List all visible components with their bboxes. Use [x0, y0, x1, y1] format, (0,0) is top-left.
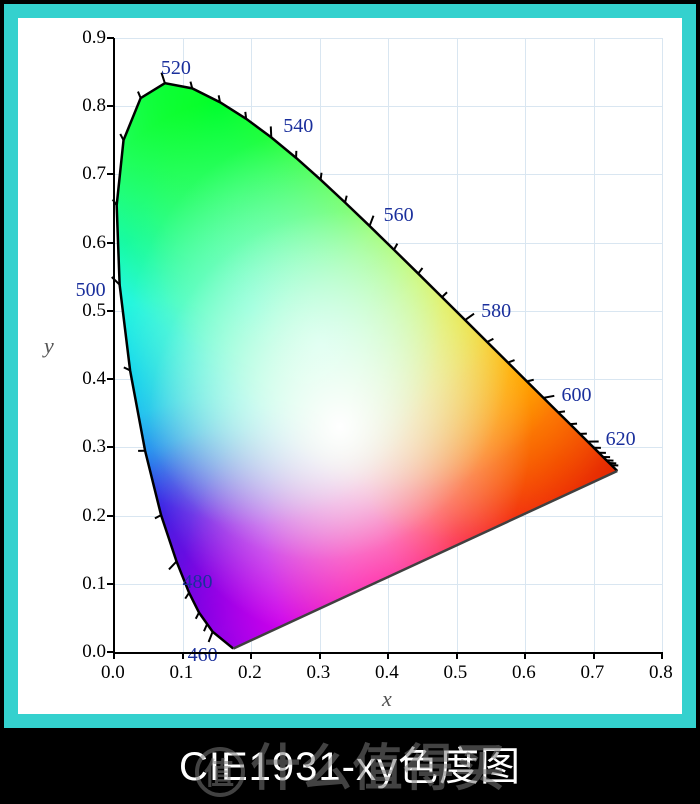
y-tick-0.8: 0.8	[78, 95, 106, 117]
x-tick-0.6: 0.6	[512, 662, 536, 684]
x-tick-0.7: 0.7	[581, 662, 605, 684]
wavelength-label-500: 500	[76, 279, 106, 302]
x-tick-0.5: 0.5	[444, 662, 468, 684]
wavelength-label-520: 520	[161, 57, 191, 80]
y-axis-label: y	[44, 333, 54, 359]
y-tick-0.5: 0.5	[78, 300, 106, 322]
x-tick-0.8: 0.8	[649, 662, 673, 684]
chart-card: 4604805005205405605806006200.00.10.20.30…	[18, 18, 682, 714]
y-tick-0.0: 0.0	[78, 641, 106, 663]
plot-area: 4604805005205405605806006200.00.10.20.30…	[114, 38, 662, 652]
y-tick-0.2: 0.2	[78, 505, 106, 527]
y-tick-0.9: 0.9	[78, 27, 106, 49]
wavelength-label-580: 580	[481, 300, 511, 323]
x-tick-0.1: 0.1	[170, 662, 194, 684]
y-tick-0.1: 0.1	[78, 573, 106, 595]
y-tick-0.6: 0.6	[78, 232, 106, 254]
caption-text: CIE1931-xy色度图	[0, 734, 700, 792]
y-tick-0.3: 0.3	[78, 436, 106, 458]
x-tick-0.2: 0.2	[238, 662, 262, 684]
wavelength-label-600: 600	[561, 384, 591, 407]
x-tick-0.3: 0.3	[307, 662, 331, 684]
wavelength-label-540: 540	[283, 115, 313, 138]
x-tick-0.4: 0.4	[375, 662, 399, 684]
y-tick-0.7: 0.7	[78, 163, 106, 185]
x-tick-0.0: 0.0	[101, 662, 125, 684]
wavelength-label-620: 620	[606, 428, 636, 451]
outer-frame: 4604805005205405605806006200.00.10.20.30…	[4, 4, 696, 728]
chromaticity-svg	[114, 38, 662, 652]
y-tick-0.4: 0.4	[78, 368, 106, 390]
x-axis-label: x	[382, 686, 392, 712]
wavelength-label-560: 560	[384, 204, 414, 227]
wavelength-label-480: 480	[183, 571, 213, 594]
